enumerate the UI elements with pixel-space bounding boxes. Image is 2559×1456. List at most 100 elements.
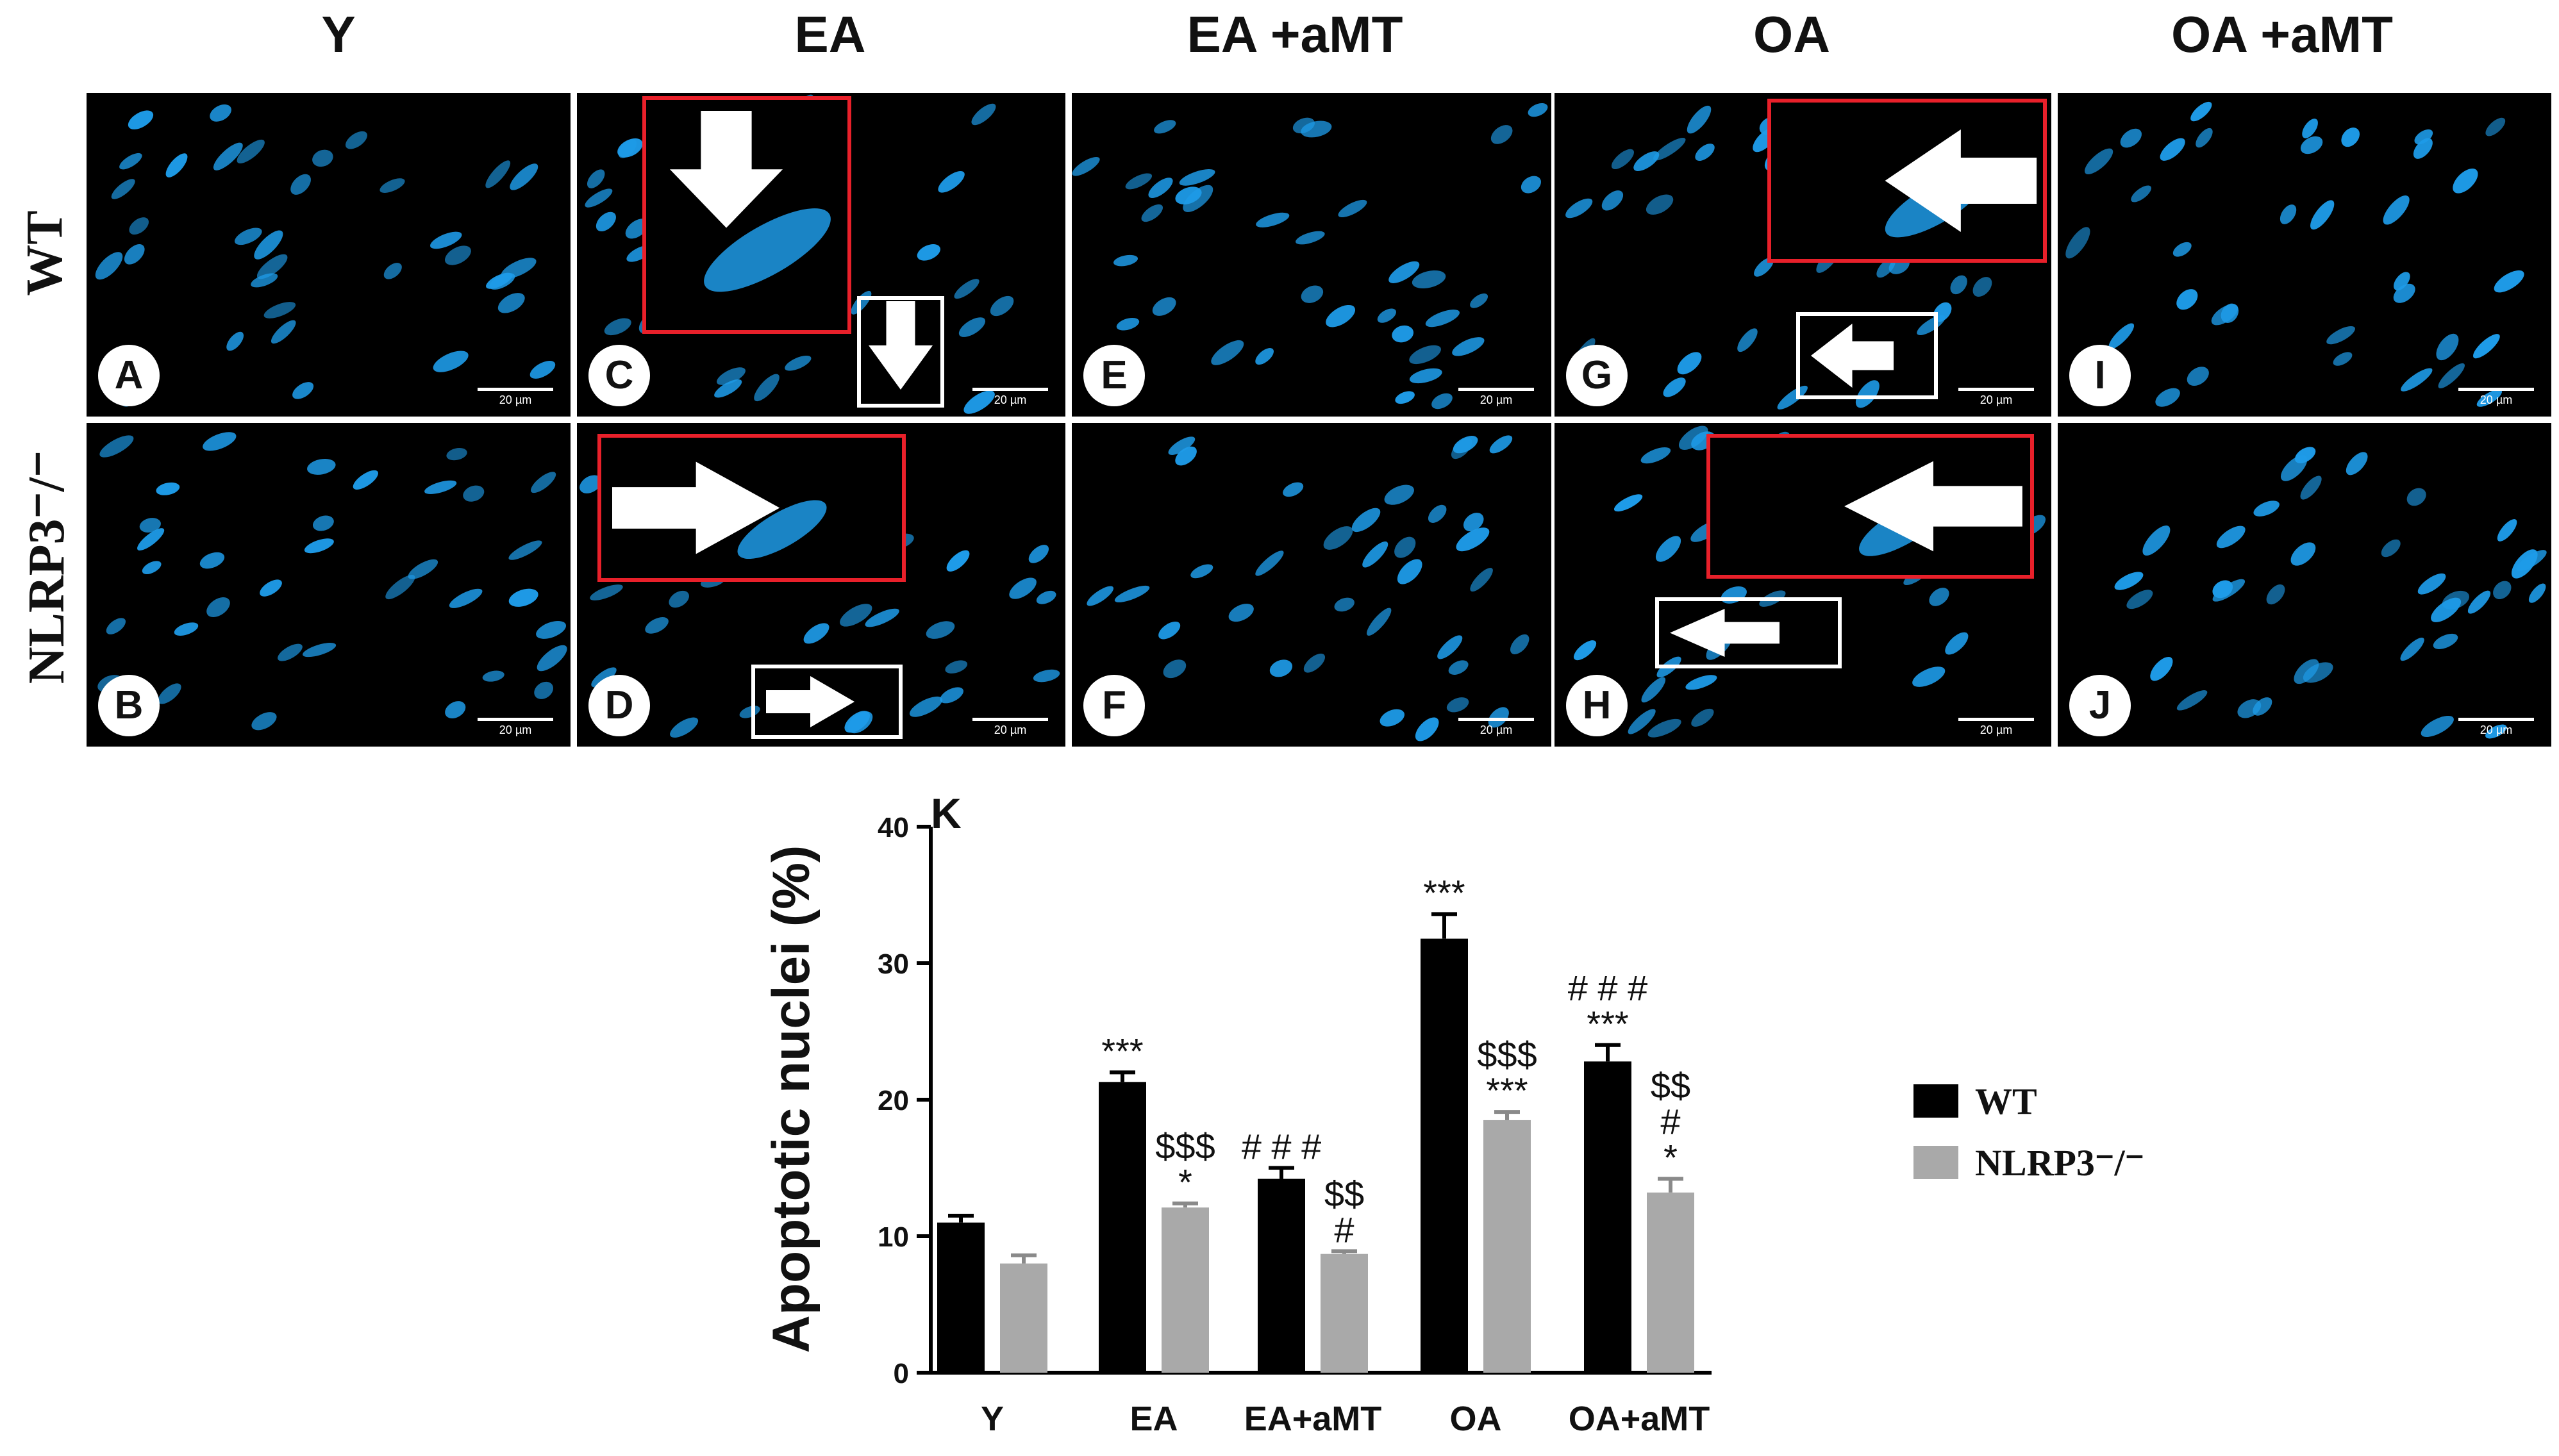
nucleus [1528,103,1548,117]
apoptotic-nucleus [704,208,831,292]
nucleus [213,142,243,170]
nucleus [1116,318,1140,331]
scale-bar-line [2458,388,2534,391]
inset-box-white [1655,597,1842,668]
nucleus [1323,526,1353,550]
nucleus [1448,660,1469,675]
micrograph-panel: I 20 µm [2058,93,2551,417]
significance-marker: $$$ [1477,1034,1537,1075]
nucleus [2485,724,2507,739]
significance-marker: *** [1101,1030,1143,1071]
nucleus [645,617,669,634]
nucleus [99,435,134,458]
nucleus [1125,173,1153,190]
inset-box-white [857,296,944,408]
nucleus [2302,119,2318,138]
bar [1584,1061,1631,1373]
nucleus [2494,270,2524,293]
nucleus [2237,699,2262,718]
nucleus [444,245,471,265]
nucleus [1489,435,1513,454]
nucleus [1009,577,1037,599]
nucleus [1033,669,1060,682]
significance-marker: *** [1423,872,1465,913]
nucleus [1397,559,1422,584]
nucleus [1456,527,1490,552]
nucleus [1211,340,1244,365]
nucleus [2326,326,2355,345]
nucleus [1256,212,1290,228]
bar [1421,938,1468,1373]
nucleus [271,320,296,344]
chart-legend: WT NLRP3⁻/⁻ [1913,1077,2144,1200]
nucleus [2176,289,2198,310]
nucleus [785,355,812,371]
significance-marker: $$ [1651,1066,1690,1106]
x-tick-label: OA [1450,1400,1502,1438]
scale-bar-line [2458,718,2534,721]
nuclei-image [1072,103,1548,410]
nuclei-image [2114,447,2547,739]
micrograph-panel: C 20 µm [577,93,1065,417]
nucleus [1380,709,1405,727]
nucleus [292,382,314,399]
micrograph-panel: A 20 µm [87,93,571,417]
scale-bar-label: 20 µm [1980,393,2013,406]
y-tick-label: 0 [894,1358,909,1389]
nucleus [290,174,311,195]
legend-label-wt: WT [1975,1080,2037,1122]
nucleus [2212,580,2233,599]
micrograph-panel: G 20 µm [1555,93,2051,417]
nucleus [1945,632,1969,655]
nucleus [840,604,872,627]
nucleus [618,139,637,158]
bar [1483,1120,1531,1373]
scale-bar: 20 µm [972,718,1048,737]
nucleus [1653,138,1686,161]
nucleus [2394,272,2410,291]
nucleus [990,295,1014,317]
nucleus [158,683,181,704]
nucleus [2438,363,2465,388]
nucleus [142,561,162,575]
nucleus [938,171,965,193]
nucleus [2155,388,2180,407]
nucleus [536,620,567,639]
nucleus [312,149,333,167]
nucleus [206,597,230,617]
nucleus [1685,675,1717,690]
nucleus [940,687,964,704]
nucleus [2453,168,2478,194]
scale-bar-line [972,718,1048,721]
panel-label: E [1083,345,1145,406]
nucleus [2310,200,2335,230]
column-header-oa: OA [1753,6,1830,63]
nucleus [2176,690,2208,711]
nucleus [2300,476,2322,500]
nucleus [1855,380,1880,408]
inset-box-white [751,665,903,739]
pointer-arrow-icon [1885,129,2037,232]
scale-bar: 20 µm [478,718,553,737]
nucleus [463,485,485,502]
nucleus [165,153,188,178]
nucleus [379,178,405,193]
nucleus [2290,542,2316,566]
nucleus [1388,261,1420,283]
nucleus [353,470,378,490]
bar [1258,1179,1305,1373]
nucleus [1446,697,1469,713]
pointer-arrow-icon [1670,609,1780,657]
nucleus [383,263,402,279]
nucleus [128,110,154,129]
nucleus [2381,539,2401,558]
micrograph-panel: B 20 µm [87,423,571,747]
micrograph-panel: J 20 µm [2058,423,2551,747]
nucleus [174,622,199,636]
nucleus [1028,545,1049,563]
nucleus [2280,204,2297,224]
chart-panel-label: K [931,790,962,837]
nucleus [111,179,135,199]
nucleus [2253,500,2280,517]
nucleus [946,550,970,572]
